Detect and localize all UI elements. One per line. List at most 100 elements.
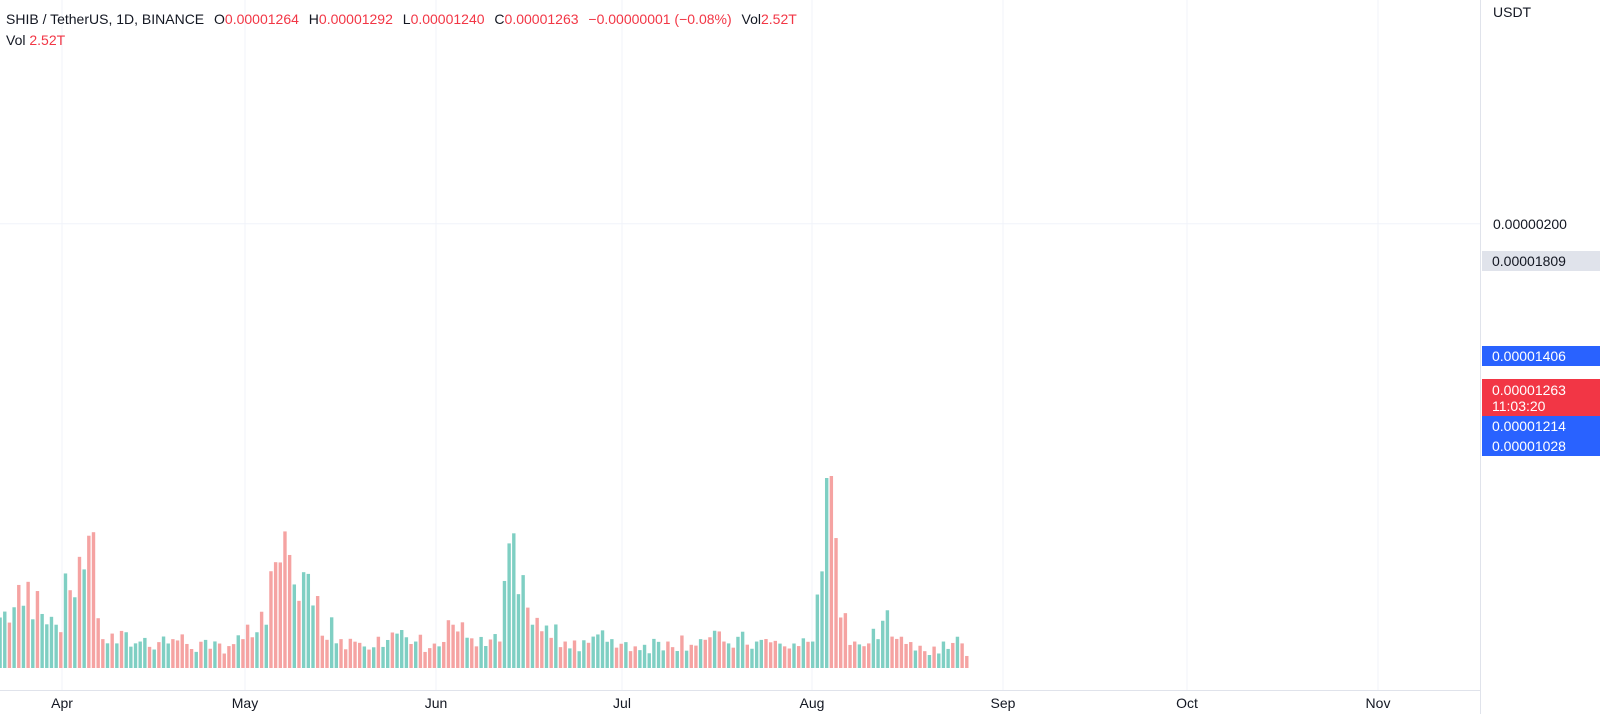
volume-bar — [273, 562, 278, 668]
volume-bar — [680, 635, 684, 668]
volume-bar — [301, 572, 306, 668]
time-tick-label: Apr — [51, 695, 73, 711]
volume-bar — [848, 644, 852, 668]
volume-bar — [881, 620, 885, 668]
volume-bar — [442, 641, 446, 668]
volume-bar — [806, 641, 810, 668]
volume-bar — [138, 641, 142, 668]
volume-bar — [91, 532, 96, 668]
last-price-tag: 0.00001263 11:03:20 — [1482, 379, 1600, 417]
volume-bar — [0, 617, 2, 668]
volume-bar — [656, 641, 661, 668]
volume-bar — [161, 636, 166, 668]
volume-bar — [951, 642, 955, 668]
volume-bar — [722, 641, 726, 668]
time-tick-label: Sep — [990, 695, 1016, 711]
volume-bar — [54, 624, 58, 668]
legend-high-label: H — [308, 11, 319, 27]
volume-bar — [862, 646, 866, 668]
price-chart[interactable] — [0, 0, 1480, 690]
volume-bar — [329, 617, 334, 668]
volume-bar — [801, 638, 806, 668]
volume-bar — [357, 642, 362, 668]
volume-bar — [572, 640, 577, 668]
legend-vol-label: Vol — [741, 11, 761, 27]
volume-bar — [642, 644, 647, 668]
volume-bar — [297, 600, 301, 668]
volume-bar — [199, 641, 203, 668]
volume-bar — [386, 639, 390, 668]
volume-bar — [610, 639, 614, 668]
volume-bar — [526, 607, 530, 668]
volume-bar — [35, 591, 40, 668]
volume-bar — [820, 571, 824, 668]
volume-bar — [264, 624, 268, 668]
volume-bar — [736, 636, 740, 668]
volume-bar — [320, 635, 325, 668]
volume-bar — [624, 642, 628, 668]
legend-change: −0.00000001 (−0.08%) — [588, 11, 732, 27]
volume-bar — [12, 607, 16, 668]
volume-bar — [927, 655, 932, 668]
volume-bar — [26, 581, 30, 668]
volume-bar — [409, 643, 413, 668]
legend-high: 0.00001292 — [318, 11, 393, 27]
volume-bar — [843, 613, 848, 668]
volume-bar — [87, 535, 91, 668]
volume-bar — [470, 638, 474, 668]
volume-bar — [21, 605, 26, 668]
time-tick-label: Jun — [424, 695, 448, 711]
time-axis[interactable]: Apr May Jun Jul Aug Sep Oct Nov — [0, 690, 1480, 715]
volume-bar — [932, 646, 936, 668]
volume-bar — [343, 649, 348, 668]
volume-bar — [540, 631, 544, 668]
volume-bar — [792, 643, 796, 668]
volume-bar — [731, 647, 735, 668]
price-axis[interactable]: USDT 0.000002000.000004000.000006000.000… — [1480, 0, 1600, 714]
volume-bar — [834, 538, 838, 668]
volume-bar — [605, 641, 609, 668]
volume-bar — [661, 650, 665, 668]
volume-bar — [166, 643, 170, 668]
volume-bar — [960, 643, 964, 668]
volume-bar — [437, 646, 441, 668]
volume-bar — [269, 571, 273, 668]
time-tick-label: Oct — [1176, 695, 1198, 711]
volume-bar — [670, 647, 675, 668]
volume-bar — [890, 636, 894, 668]
volume-bar — [68, 590, 72, 668]
volume-bar — [171, 639, 175, 668]
legend-vol2-label[interactable]: Vol — [6, 32, 26, 48]
chart-area[interactable]: SHIB / TetherUS, 1D, BINANCE O0.00001264… — [0, 0, 1480, 690]
volume-bar — [867, 643, 871, 668]
volume-bar — [31, 619, 35, 668]
volume-bar — [750, 648, 754, 668]
legend-symbol[interactable]: SHIB / TetherUS, 1D, BINANCE — [6, 11, 205, 27]
legend-vol2: 2.52T — [29, 32, 66, 48]
volume-bar — [909, 642, 913, 668]
volume-bar — [703, 639, 707, 668]
volume-bar — [810, 641, 815, 668]
volume-bar — [558, 647, 563, 668]
volume-bar — [577, 651, 581, 668]
volume-bar — [619, 643, 623, 668]
volume-bar — [367, 649, 371, 668]
volume-bar — [395, 633, 399, 668]
volume-bar — [311, 605, 315, 668]
upper-range-price-tag: 0.00001406 — [1482, 346, 1600, 366]
volume-bar — [115, 643, 119, 668]
volume-bar — [390, 632, 395, 668]
volume-bar — [306, 573, 311, 668]
volume-bar — [474, 646, 479, 668]
volume-bar — [689, 644, 693, 668]
volume-bar — [49, 616, 54, 668]
volume-bar — [432, 643, 437, 668]
volume-bar — [712, 630, 717, 668]
price-axis-unit: USDT — [1493, 4, 1532, 20]
volume-bar — [180, 634, 184, 668]
volume-bar — [45, 624, 49, 668]
price-tick-label: 0.00000200 — [1493, 215, 1567, 232]
lower-range-price-tag: 0.00001214 — [1482, 416, 1600, 436]
chart-legend: SHIB / TetherUS, 1D, BINANCE O0.00001264… — [6, 9, 797, 51]
volume-bar — [815, 594, 820, 668]
